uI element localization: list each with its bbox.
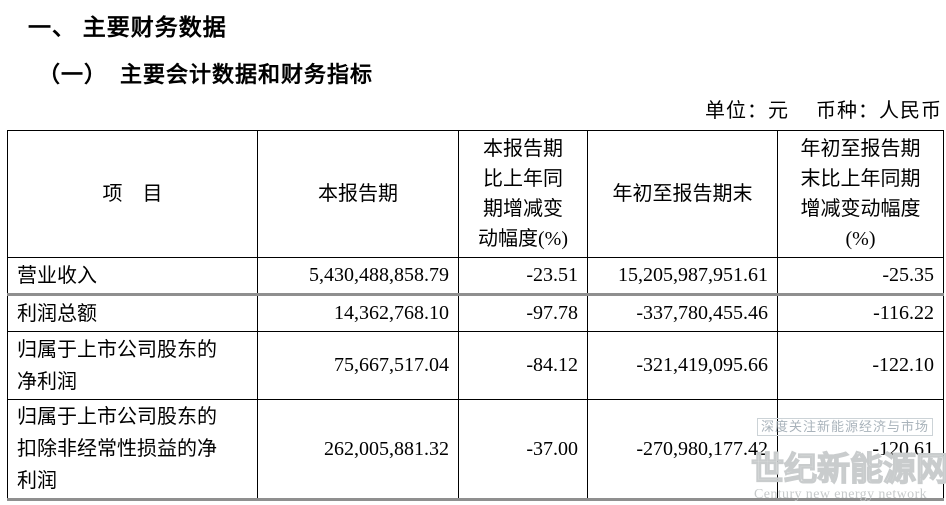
cell-current-period-change: -23.51 [458, 257, 588, 296]
cell-current-period: 14,362,768.10 [257, 294, 459, 332]
header-row: 项 目 本报告期 本报告期 比上年同 期增减变 动幅度(%) 年初至报告期末 年… [7, 130, 944, 258]
column-header-item: 项 目 [7, 130, 258, 258]
cell-current-period-change: -37.00 [458, 399, 588, 501]
cell-current-period: 262,005,881.32 [257, 399, 459, 501]
cell-ytd: -270,980,177.42 [587, 399, 778, 501]
cell-current-period-change: -84.12 [458, 331, 588, 400]
cell-current-period-change: -97.78 [458, 294, 588, 332]
cell-current-period: 5,430,488,858.79 [257, 257, 459, 296]
column-header-current-period-change: 本报告期 比上年同 期增减变 动幅度(%) [458, 130, 588, 258]
cell-item-label: 营业收入 [7, 257, 258, 296]
section-title: 一、 主要财务数据 [28, 15, 227, 40]
cell-ytd-change: -116.22 [777, 294, 944, 332]
subsection-title: （一） 主要会计数据和财务指标 [38, 62, 374, 87]
cell-ytd: -321,419,095.66 [587, 331, 778, 400]
column-header-current-period: 本报告期 [257, 130, 459, 258]
cell-ytd-change: -120.61 [777, 399, 944, 501]
cell-ytd: 15,205,987,951.61 [587, 257, 778, 296]
table-row-net-profit-excl-nonrecurring: 归属于上市公司股东的扣除非经常性损益的净利润 262,005,881.32 -3… [7, 399, 944, 501]
column-header-ytd-change: 年初至报告期 末比上年同期 增减变动幅度 (%) [777, 130, 944, 258]
cell-item-label: 利润总额 [7, 294, 258, 332]
cell-ytd: -337,780,455.46 [587, 294, 778, 332]
cell-ytd-change: -25.35 [777, 257, 944, 296]
financial-data-table: 项 目 本报告期 本报告期 比上年同 期增减变 动幅度(%) 年初至报告期末 年… [7, 130, 944, 501]
cell-current-period: 75,667,517.04 [257, 331, 459, 400]
cell-item-label: 归属于上市公司股东的净利润 [7, 331, 258, 400]
column-header-ytd: 年初至报告期末 [587, 130, 778, 258]
cell-item-label: 归属于上市公司股东的扣除非经常性损益的净利润 [7, 399, 258, 501]
unit-currency-note: 单位：元 币种：人民币 [705, 100, 942, 122]
table-row-net-profit: 归属于上市公司股东的净利润 75,667,517.04 -84.12 -321,… [7, 331, 944, 400]
cell-ytd-change: -122.10 [777, 331, 944, 400]
table-row-total-profit: 利润总额 14,362,768.10 -97.78 -337,780,455.4… [7, 294, 944, 332]
table-row-operating-revenue: 营业收入 5,430,488,858.79 -23.51 15,205,987,… [7, 257, 944, 296]
